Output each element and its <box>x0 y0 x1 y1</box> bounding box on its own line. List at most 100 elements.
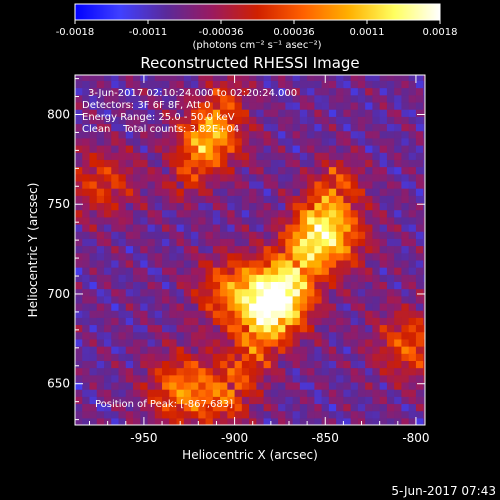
heatmap-cell <box>162 130 170 139</box>
heatmap-cell <box>263 75 272 81</box>
heatmap-cell <box>415 374 424 383</box>
heatmap-cell <box>285 410 294 419</box>
heatmap-cell <box>357 94 366 103</box>
heatmap-cell <box>220 367 228 376</box>
heatmap-cell <box>423 338 425 347</box>
heatmap-cell <box>227 288 236 297</box>
heatmap-cell <box>89 396 98 405</box>
heatmap-cell <box>147 389 156 397</box>
heatmap-cell <box>285 360 294 369</box>
heatmap-cell <box>241 238 250 247</box>
heatmap-cell <box>386 374 395 383</box>
heatmap-cell <box>227 238 236 247</box>
heatmap-cell <box>394 238 403 247</box>
heatmap-cell <box>365 238 374 247</box>
heatmap-cell <box>162 310 170 318</box>
heatmap-cell <box>198 381 207 390</box>
heatmap-cell <box>104 281 112 290</box>
heatmap-cell <box>256 87 265 96</box>
heatmap-cell <box>147 338 156 347</box>
heatmap-cell <box>343 274 352 283</box>
heatmap-cell <box>357 137 366 146</box>
heatmap-cell <box>285 123 294 132</box>
heatmap-cell <box>408 123 417 132</box>
heatmap-cell <box>234 259 243 268</box>
heatmap-cell <box>343 159 352 168</box>
heatmap-cell <box>307 216 315 225</box>
heatmap-cell <box>147 274 156 283</box>
heatmap-cell <box>292 338 301 347</box>
heatmap-cell <box>415 159 424 168</box>
heatmap-cell <box>401 317 410 326</box>
heatmap-cell <box>82 202 91 211</box>
heatmap-cell <box>328 123 337 132</box>
heatmap-cell <box>350 302 359 311</box>
heatmap-cell <box>379 216 388 225</box>
heatmap-cell <box>133 302 141 311</box>
heatmap-cell <box>154 238 163 247</box>
heatmap-cell <box>336 288 344 297</box>
heatmap-cell <box>241 317 250 326</box>
heatmap-cell <box>423 180 425 189</box>
heatmap-cell <box>154 310 163 318</box>
heatmap-cell <box>256 209 265 218</box>
heatmap-cell <box>176 231 185 239</box>
heatmap-cell <box>133 238 141 247</box>
heatmap-cell <box>278 360 286 369</box>
heatmap-cell <box>191 338 199 347</box>
heatmap-cell <box>423 274 425 283</box>
heatmap-cell <box>350 209 359 218</box>
heatmap-cell <box>379 173 388 182</box>
heatmap-cell <box>350 223 359 232</box>
heatmap-cell <box>256 216 265 225</box>
heatmap-cell <box>75 302 83 311</box>
heatmap-cell <box>365 216 374 225</box>
heatmap-cell <box>104 130 112 139</box>
heatmap-cell <box>307 302 315 311</box>
heatmap-cell <box>133 374 141 383</box>
heatmap-cell <box>125 338 134 347</box>
heatmap-cell <box>328 310 337 318</box>
heatmap-cell <box>299 252 308 261</box>
heatmap-cell <box>328 223 337 232</box>
heatmap-cell <box>285 137 294 146</box>
heatmap-cell <box>343 267 352 275</box>
heatmap-cell <box>118 173 127 182</box>
heatmap-cell <box>227 130 236 139</box>
heatmap-cell <box>147 346 156 354</box>
heatmap-cell <box>357 374 366 383</box>
heatmap-cell <box>372 87 381 96</box>
heatmap-cell <box>191 389 199 397</box>
heatmap-cell <box>336 123 344 132</box>
heatmap-cell <box>357 331 366 340</box>
annotation-time-range: 3-Jun-2017 02:10:24.000 to 02:20:24.000 <box>88 88 297 99</box>
heatmap-cell <box>401 75 410 81</box>
heatmap-cell <box>321 259 330 268</box>
heatmap-cell <box>386 417 395 425</box>
heatmap-cell <box>169 80 178 89</box>
heatmap-cell <box>292 137 301 146</box>
heatmap-cell <box>234 166 243 175</box>
heatmap-cell <box>162 209 170 218</box>
heatmap-cell <box>104 346 112 354</box>
heatmap-cell <box>234 195 243 204</box>
heatmap-cell <box>96 310 105 318</box>
heatmap-cell <box>140 116 149 125</box>
heatmap-cell <box>82 180 91 189</box>
heatmap-cell <box>292 259 301 268</box>
heatmap-cell <box>249 159 257 168</box>
heatmap-cell <box>415 324 424 333</box>
heatmap-cell <box>350 216 359 225</box>
heatmap-cell <box>379 101 388 110</box>
heatmap-cell <box>241 109 250 117</box>
heatmap-cell <box>111 302 120 311</box>
heatmap-cell <box>89 202 98 211</box>
heatmap-cell <box>307 173 315 182</box>
heatmap-cell <box>343 202 352 211</box>
heatmap-cell <box>394 346 403 354</box>
heatmap-cell <box>125 195 134 204</box>
heatmap-cell <box>205 317 214 326</box>
heatmap-cell <box>307 180 315 189</box>
heatmap-cell <box>125 123 134 132</box>
heatmap-cell <box>249 367 257 376</box>
